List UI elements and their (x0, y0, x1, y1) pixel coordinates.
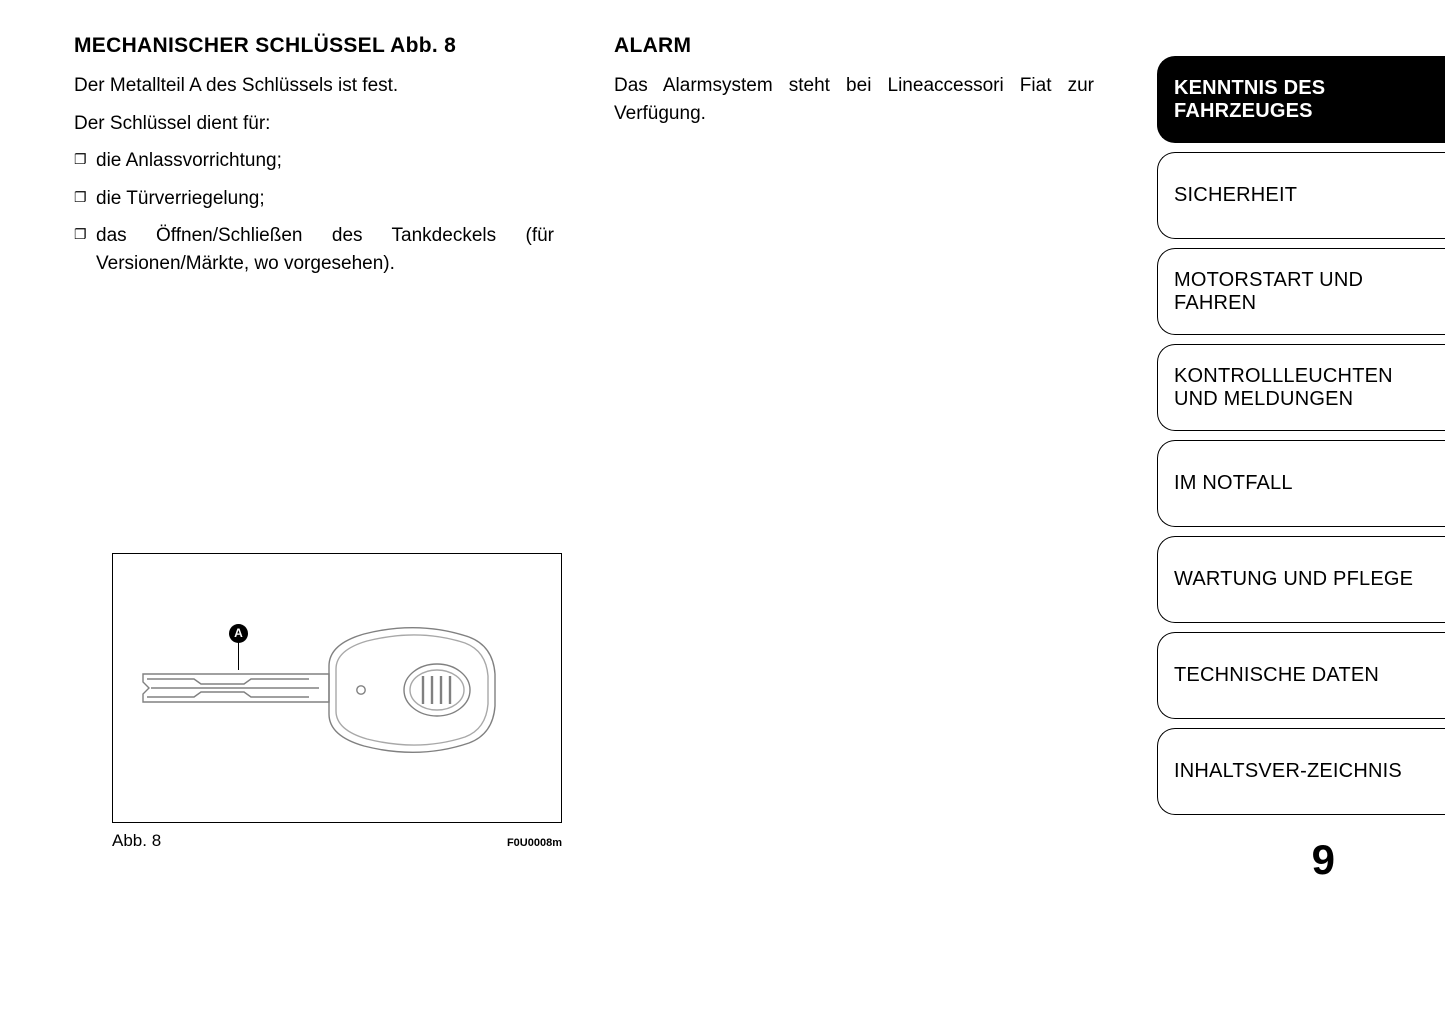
tab-label: WARTUNG UND PFLEGE (1174, 568, 1413, 590)
figure-label: Abb. 8 (112, 831, 161, 851)
paragraph: Der Schlüssel dient für: (74, 110, 554, 138)
tab-inhaltsverzeichnis[interactable]: INHALTSVER-ZEICHNIS (1157, 728, 1445, 815)
figure-8: A (112, 553, 562, 851)
list-item: die Anlassvorrichtung; (74, 147, 554, 175)
list-item: die Türverriegelung; (74, 185, 554, 213)
tab-label: INHALTSVER-ZEICHNIS (1174, 760, 1402, 782)
heading-figure-ref: Abb. 8 (390, 34, 456, 57)
sidebar-tabs: KENNTNIS DES FAHRZEUGES SICHERHEIT MOTOR… (1157, 56, 1445, 824)
tab-label: SICHERHEIT (1174, 184, 1297, 206)
figure-box: A (112, 553, 562, 823)
paragraph: Der Metallteil A des Schlüssels ist fest… (74, 72, 554, 100)
tab-motorstart-und-fahren[interactable]: MOTORSTART UND FAHREN (1157, 248, 1445, 335)
right-column: ALARM Das Alarmsystem steht bei Lineacce… (614, 34, 1094, 287)
content-area: MECHANISCHER SCHLÜSSEL Abb. 8 Der Metall… (74, 34, 1134, 287)
section-heading-alarm: ALARM (614, 34, 1094, 58)
tab-im-notfall[interactable]: IM NOTFALL (1157, 440, 1445, 527)
key-illustration (139, 624, 539, 764)
tab-label: IM NOTFALL (1174, 472, 1293, 494)
section-heading-mechanical-key: MECHANISCHER SCHLÜSSEL Abb. 8 (74, 34, 554, 58)
figure-code: F0U0008m (507, 837, 562, 849)
paragraph: Das Alarmsystem steht bei Lineaccessori … (614, 72, 1094, 127)
tab-wartung-und-pflege[interactable]: WARTUNG UND PFLEGE (1157, 536, 1445, 623)
left-column: MECHANISCHER SCHLÜSSEL Abb. 8 Der Metall… (74, 34, 554, 287)
tab-label: KONTROLLLEUCHTEN UND MELDUNGEN (1174, 365, 1429, 410)
tab-technische-daten[interactable]: TECHNISCHE DATEN (1157, 632, 1445, 719)
tab-label: TECHNISCHE DATEN (1174, 664, 1379, 686)
figure-caption: Abb. 8 F0U0008m (112, 831, 562, 851)
tab-label: MOTORSTART UND FAHREN (1174, 269, 1429, 314)
page-number: 9 (1312, 836, 1335, 884)
heading-text: MECHANISCHER SCHLÜSSEL (74, 34, 385, 57)
tab-kontrollleuchten-und-meldungen[interactable]: KONTROLLLEUCHTEN UND MELDUNGEN (1157, 344, 1445, 431)
tab-label: KENNTNIS DES FAHRZEUGES (1174, 77, 1429, 122)
tab-kenntnis-des-fahrzeuges[interactable]: KENNTNIS DES FAHRZEUGES (1157, 56, 1445, 143)
tab-sicherheit[interactable]: SICHERHEIT (1157, 152, 1445, 239)
list-item: das Öffnen/Schließen des Tankdeckels (fü… (74, 222, 554, 277)
